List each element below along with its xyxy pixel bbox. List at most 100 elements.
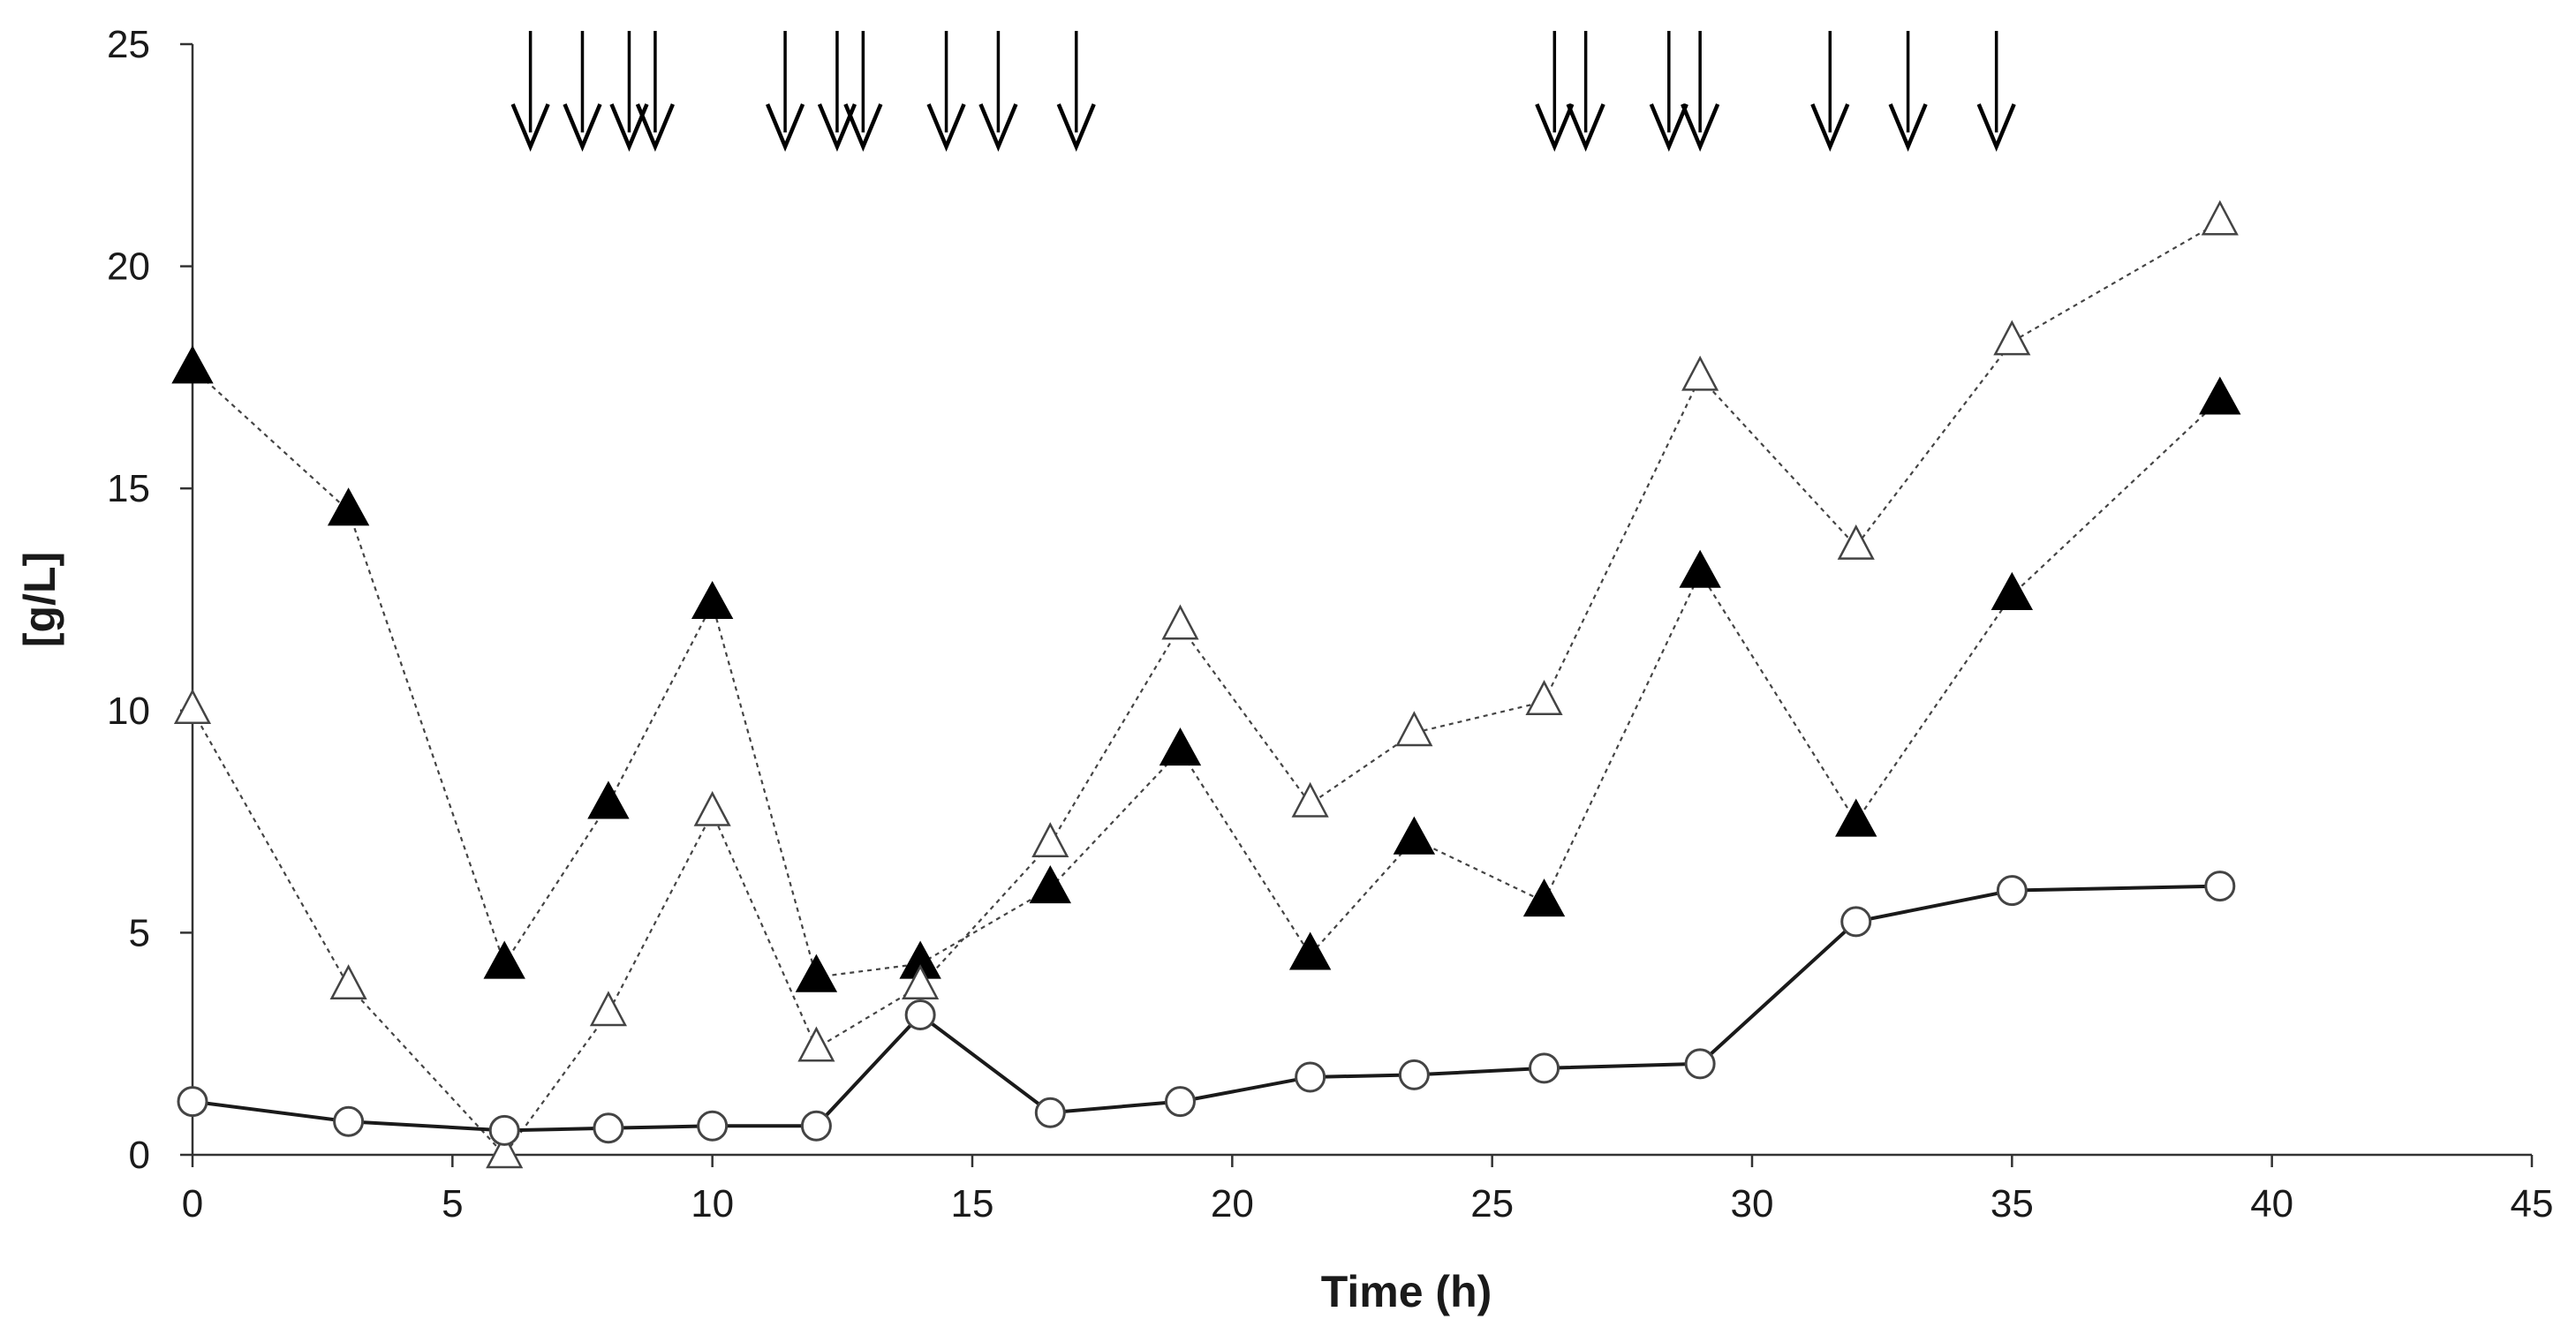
feed-arrow — [926, 31, 966, 152]
feed-arrow-head — [926, 103, 966, 152]
x-axis-title: Time (h) — [1321, 1267, 1492, 1316]
feed-arrow-head — [978, 103, 1018, 152]
marker-open-triangle — [1525, 680, 1563, 715]
marker-filled-triangle — [327, 487, 370, 526]
marker-filled-triangle — [1393, 816, 1436, 855]
marker-open-circle — [1164, 1086, 1196, 1118]
series-line-filled-triangle — [192, 367, 2221, 978]
marker-open-triangle — [1993, 320, 2031, 356]
feed-arrow-head — [1056, 103, 1096, 152]
marker-open-triangle — [1681, 355, 1719, 391]
marker-open-circle — [177, 1086, 208, 1118]
feed-arrow — [563, 31, 602, 152]
series-markers — [171, 200, 2241, 1169]
feed-arrow — [1976, 31, 2016, 152]
x-tick-label: 10 — [691, 1182, 734, 1225]
axes: 0 5 10 15 20 25 30 35 40 45 0 5 10 15 20 25 — [107, 23, 2553, 1225]
marker-open-triangle — [797, 1026, 835, 1062]
feed-arrow-head — [1976, 103, 2016, 152]
marker-open-triangle — [1031, 822, 1069, 858]
marker-filled-triangle — [691, 580, 734, 620]
series-line-open-triangle — [192, 221, 2221, 1157]
series-line-open-circle — [192, 884, 2220, 1133]
feed-arrow — [766, 31, 805, 152]
feed-arrow-head — [1566, 103, 1605, 152]
marker-open-triangle — [1395, 711, 1433, 747]
feed-arrow-head — [1535, 103, 1575, 152]
x-tick-label: 35 — [1991, 1182, 2034, 1225]
feed-arrow — [817, 31, 857, 152]
marker-filled-triangle — [1991, 571, 2034, 610]
y-tick-label: 25 — [107, 23, 150, 66]
feed-arrow-head — [1888, 103, 1928, 152]
feed-arrow — [510, 31, 550, 152]
feed-arrow — [1535, 31, 1575, 152]
marker-open-circle — [1996, 875, 2028, 907]
marker-filled-triangle — [171, 345, 214, 384]
marker-filled-triangle — [1835, 798, 1877, 837]
marker-open-circle — [1295, 1061, 1326, 1093]
feed-arrow-head — [510, 103, 550, 152]
x-tick-label: 20 — [1211, 1182, 1254, 1225]
marker-filled-triangle — [1679, 549, 1721, 588]
feeding-arrows — [510, 31, 2016, 152]
y-axis-title: [g/L] — [15, 552, 64, 647]
x-tick-label: 30 — [1731, 1182, 1774, 1225]
marker-open-triangle — [329, 964, 367, 1000]
x-tick-label: 5 — [442, 1182, 463, 1225]
marker-filled-triangle — [1159, 728, 1202, 766]
feed-arrow-head — [1649, 103, 1688, 152]
marker-open-triangle — [589, 991, 628, 1027]
feed-arrow — [843, 31, 883, 152]
marker-open-circle — [593, 1112, 624, 1144]
feed-arrow — [1566, 31, 1605, 152]
marker-filled-triangle — [2199, 376, 2241, 415]
feed-arrow — [1810, 31, 1850, 152]
marker-filled-triangle — [1029, 865, 1071, 904]
y-tick-label: 10 — [107, 690, 150, 733]
x-tick-label: 15 — [951, 1182, 994, 1225]
marker-open-circle — [800, 1110, 832, 1142]
marker-open-circle — [488, 1114, 520, 1146]
feed-arrow-head — [1810, 103, 1850, 152]
feed-arrow — [609, 31, 649, 152]
y-tick-label: 0 — [129, 1134, 150, 1177]
feed-arrow — [635, 31, 675, 152]
feed-arrow-head — [817, 103, 857, 152]
x-tick-label: 0 — [182, 1182, 203, 1225]
feed-arrow — [1888, 31, 1928, 152]
marker-open-triangle — [1161, 604, 1199, 640]
marker-filled-triangle — [1288, 931, 1332, 970]
marker-filled-triangle — [1522, 878, 1566, 917]
marker-open-circle — [1034, 1097, 1066, 1128]
feed-arrow-head — [1681, 103, 1720, 152]
feed-arrow-head — [563, 103, 602, 152]
feed-arrow-head — [766, 103, 805, 152]
feed-arrow-head — [609, 103, 649, 152]
x-tick-label: 40 — [2250, 1182, 2293, 1225]
marker-open-triangle — [1837, 524, 1875, 560]
marker-open-circle — [904, 999, 936, 1030]
feed-arrow — [1681, 31, 1720, 152]
feed-arrow — [978, 31, 1018, 152]
marker-filled-triangle — [795, 954, 838, 992]
marker-open-triangle — [902, 964, 940, 1000]
marker-open-circle — [1398, 1059, 1430, 1090]
feed-arrow-head — [635, 103, 675, 152]
y-tick-label: 15 — [107, 467, 150, 510]
marker-filled-triangle — [587, 780, 630, 819]
marker-open-triangle — [693, 790, 731, 826]
x-tick-label: 45 — [2511, 1182, 2554, 1225]
marker-open-circle — [697, 1110, 729, 1142]
marker-open-circle — [1529, 1052, 1560, 1084]
feed-arrow-head — [843, 103, 883, 152]
feed-arrow — [1649, 31, 1688, 152]
marker-open-triangle — [2201, 200, 2239, 236]
marker-open-circle — [333, 1105, 365, 1137]
y-tick-label: 20 — [107, 245, 150, 289]
x-tick-label: 25 — [1470, 1182, 1514, 1225]
series-lines — [192, 221, 2221, 1157]
marker-open-triangle — [1291, 781, 1329, 818]
